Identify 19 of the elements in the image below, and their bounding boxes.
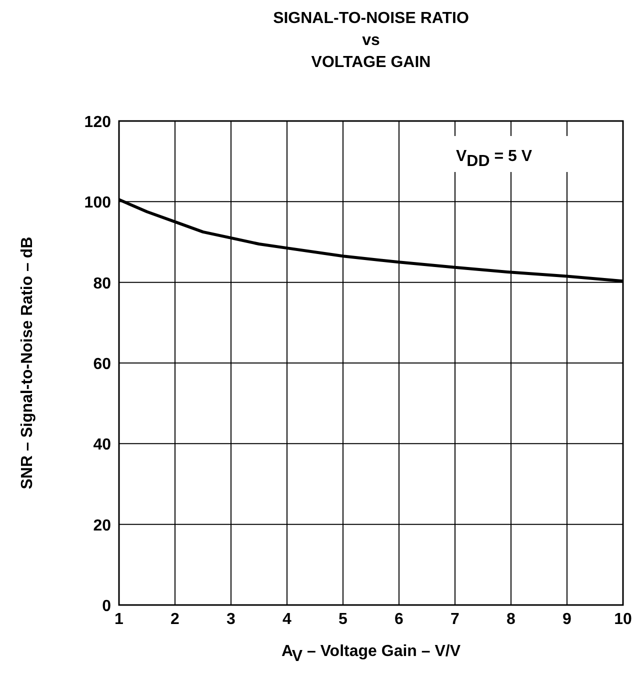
- x-tick-label: 8: [506, 611, 516, 628]
- x-tick-label: 10: [614, 611, 632, 628]
- chart-title: SIGNAL-TO-NOISE RATIO vs VOLTAGE GAIN: [273, 10, 469, 71]
- x-tick-label: 2: [170, 611, 180, 628]
- y-tick-label: 0: [102, 598, 112, 615]
- x-tick-label: 5: [338, 611, 348, 628]
- y-tick-label: 120: [84, 114, 112, 131]
- y-tick-label: 40: [93, 436, 112, 454]
- x-tick-label: 1: [114, 611, 124, 628]
- x-tick-label: 3: [226, 611, 236, 628]
- y-axis-title: SNR – Signal-to-Noise Ratio – dB: [19, 236, 36, 490]
- y-tick-label: 60: [93, 356, 112, 373]
- y-tick-label: 100: [84, 194, 112, 212]
- x-tick-label: 7: [450, 611, 460, 628]
- y-tick-label: 80: [93, 275, 112, 292]
- y-tick-label: 20: [93, 517, 112, 534]
- x-tick-label: 6: [394, 611, 404, 628]
- x-tick-label: 9: [562, 611, 572, 628]
- x-tick-label: 4: [282, 611, 292, 628]
